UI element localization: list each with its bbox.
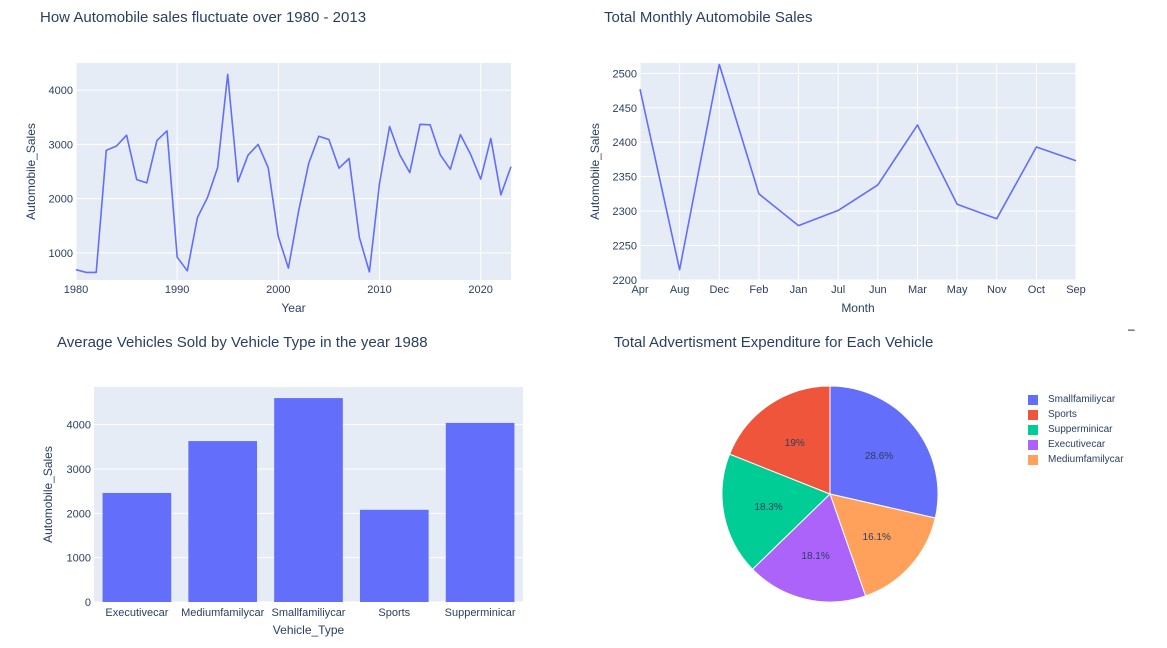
y-tick-label: 1000 (49, 248, 73, 260)
y-axis-label: Automobile_Sales (41, 446, 55, 543)
x-tick-label: Sep (1066, 284, 1086, 296)
monthly-sales-line-chart: 2200 2250 2300 2350 2400 2450 2500 Apr Aug Dec Feb… (588, 63, 1086, 315)
bar (359, 509, 429, 602)
pie-slice-label: 18.3% (754, 502, 782, 513)
legend-item[interactable]: Supperminicar (1028, 422, 1124, 437)
x-tick-label: Executivecar (105, 607, 168, 619)
x-tick-label: Mar (908, 284, 927, 296)
legend-item[interactable]: Executivecar (1028, 437, 1124, 452)
y-tick-label: 1000 (67, 553, 91, 565)
legend-item[interactable]: Mediumfamilycar (1028, 452, 1124, 467)
legend-item[interactable]: Sports (1028, 407, 1124, 422)
x-tick-label: Smallfamiliycar (272, 607, 346, 619)
chart-title-vehicle-type: Average Vehicles Sold by Vehicle Type in… (57, 334, 428, 351)
y-tick-label: 0 (85, 597, 91, 609)
y-tick-label: 4000 (49, 85, 73, 97)
x-tick-label: Supperminicar (445, 607, 516, 619)
chart-title-ad-expenditure: Total Advertisment Expenditure for Each … (614, 334, 934, 351)
pie-slice (829, 385, 939, 519)
x-tick-label: Jul (831, 284, 845, 296)
pie-slice (721, 453, 831, 570)
pie-slice (751, 493, 867, 603)
x-axis-label: Year (281, 301, 305, 315)
legend-label: Mediumfamilycar (1048, 454, 1124, 465)
corner-mark: – (1128, 322, 1135, 336)
x-axis-label: Vehicle_Type (273, 623, 345, 637)
legend-swatch (1028, 454, 1038, 465)
sales-line (639, 63, 1077, 271)
bar (445, 422, 515, 602)
x-tick-label: 2000 (266, 284, 290, 296)
x-tick-label: 2020 (468, 284, 492, 296)
x-tick-label: 1990 (165, 284, 189, 296)
bar (102, 492, 172, 602)
pie-slice-label: 18.1% (801, 551, 829, 562)
plot-area (76, 63, 511, 280)
bar (274, 398, 343, 602)
x-tick-label: Apr (631, 284, 648, 296)
y-axis-label: Automobile_Sales (24, 123, 38, 220)
vehicle-type-bar-chart: 0 1000 2000 3000 4000 Executivecar Mediumfamil… (41, 387, 523, 637)
legend-swatch (1028, 424, 1038, 435)
x-tick-label: Dec (709, 284, 729, 296)
y-tick-label: 3000 (67, 464, 91, 476)
pie-slice-label: 19% (785, 438, 805, 449)
pie-slice-label: 16.1% (863, 532, 891, 543)
x-tick-label: Oct (1028, 284, 1045, 296)
x-tick-label: Feb (749, 284, 768, 296)
y-tick-label: 2000 (49, 194, 73, 206)
x-axis-label: Month (841, 301, 874, 315)
pie-legend: Smallfamiliycar Sports Supperminicar Execut… (1028, 392, 1124, 467)
legend-label: Smallfamiliycar (1048, 394, 1116, 405)
y-tick-label: 2300 (613, 206, 637, 218)
y-tick-label: 2500 (613, 68, 637, 80)
y-tick-label: 4000 (67, 420, 91, 432)
chart-title-monthly: Total Monthly Automobile Sales (604, 9, 813, 26)
pie-slice (829, 493, 936, 597)
legend-item[interactable]: Smallfamiliycar (1028, 392, 1124, 407)
chart-title-yearly: How Automobile sales fluctuate over 1980… (40, 9, 367, 26)
sales-line (75, 73, 512, 274)
legend-swatch (1028, 394, 1038, 405)
pie-slice-label: 28.6% (865, 451, 893, 462)
x-tick-label: 1980 (64, 284, 88, 296)
legend-swatch (1028, 409, 1038, 420)
y-tick-label: 2450 (613, 103, 637, 115)
y-tick-label: 2000 (67, 508, 91, 520)
x-tick-label: May (947, 284, 968, 296)
y-tick-label: 2250 (613, 241, 637, 253)
x-tick-label: Aug (670, 284, 690, 296)
x-tick-label: 2010 (367, 284, 391, 296)
pie-slice (728, 385, 831, 495)
x-tick-label: Jan (790, 284, 808, 296)
y-tick-label: 2400 (613, 137, 637, 149)
legend-label: Supperminicar (1048, 424, 1113, 435)
yearly-sales-line-chart: 1000 2000 3000 4000 1980 1990 2000 2010 2020 Year… (24, 63, 512, 315)
ad-expenditure-pie-chart: 28.6% 16.1% 18.1% 18.3% 19% (721, 385, 939, 603)
x-tick-label: Jun (869, 284, 887, 296)
x-tick-label: Sports (378, 607, 410, 619)
bar (188, 441, 258, 602)
y-axis-label: Automobile_Sales (588, 123, 602, 220)
x-tick-label: Mediumfamilycar (181, 607, 264, 619)
legend-swatch (1028, 439, 1038, 450)
y-tick-label: 2350 (613, 172, 637, 184)
x-tick-label: Nov (987, 284, 1007, 296)
y-tick-label: 2200 (613, 275, 637, 287)
legend-label: Executivecar (1048, 439, 1106, 450)
legend-label: Sports (1048, 409, 1077, 420)
plot-area (640, 63, 1076, 280)
y-tick-label: 3000 (49, 139, 73, 151)
